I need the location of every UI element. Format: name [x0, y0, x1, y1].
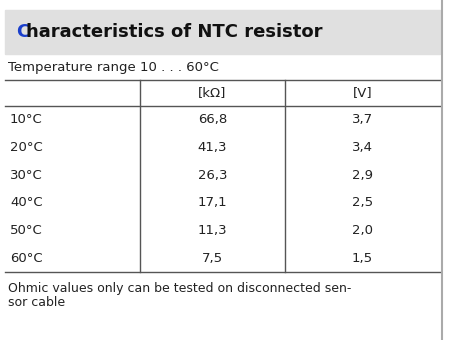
Text: [kΩ]: [kΩ]: [198, 86, 227, 100]
Text: 2,0: 2,0: [352, 224, 373, 237]
Text: C: C: [16, 23, 29, 41]
Text: 10°C: 10°C: [10, 113, 43, 126]
Bar: [5, 10, 440, 54]
Text: 7,5: 7,5: [202, 252, 223, 265]
Text: 66,8: 66,8: [198, 113, 227, 126]
Text: sor cable: sor cable: [8, 296, 65, 309]
Text: 26,3: 26,3: [198, 169, 227, 182]
Text: 2,9: 2,9: [352, 169, 373, 182]
Text: 20°C: 20°C: [10, 141, 43, 154]
Text: 3,7: 3,7: [352, 113, 373, 126]
Text: 40°C: 40°C: [10, 196, 43, 209]
Text: 60°C: 60°C: [10, 252, 43, 265]
Text: 50°C: 50°C: [10, 224, 43, 237]
Text: [V]: [V]: [353, 86, 372, 100]
Text: 1,5: 1,5: [352, 252, 373, 265]
Text: 11,3: 11,3: [198, 224, 227, 237]
Text: 17,1: 17,1: [198, 196, 227, 209]
Text: Temperature range 10 . . . 60°C: Temperature range 10 . . . 60°C: [8, 62, 219, 74]
Text: 41,3: 41,3: [198, 141, 227, 154]
Text: Ohmic values only can be tested on disconnected sen-: Ohmic values only can be tested on disco…: [8, 282, 351, 295]
Text: 30°C: 30°C: [10, 169, 43, 182]
Text: haracteristics of NTC resistor: haracteristics of NTC resistor: [26, 23, 322, 41]
Text: 2,5: 2,5: [352, 196, 373, 209]
Text: 3,4: 3,4: [352, 141, 373, 154]
